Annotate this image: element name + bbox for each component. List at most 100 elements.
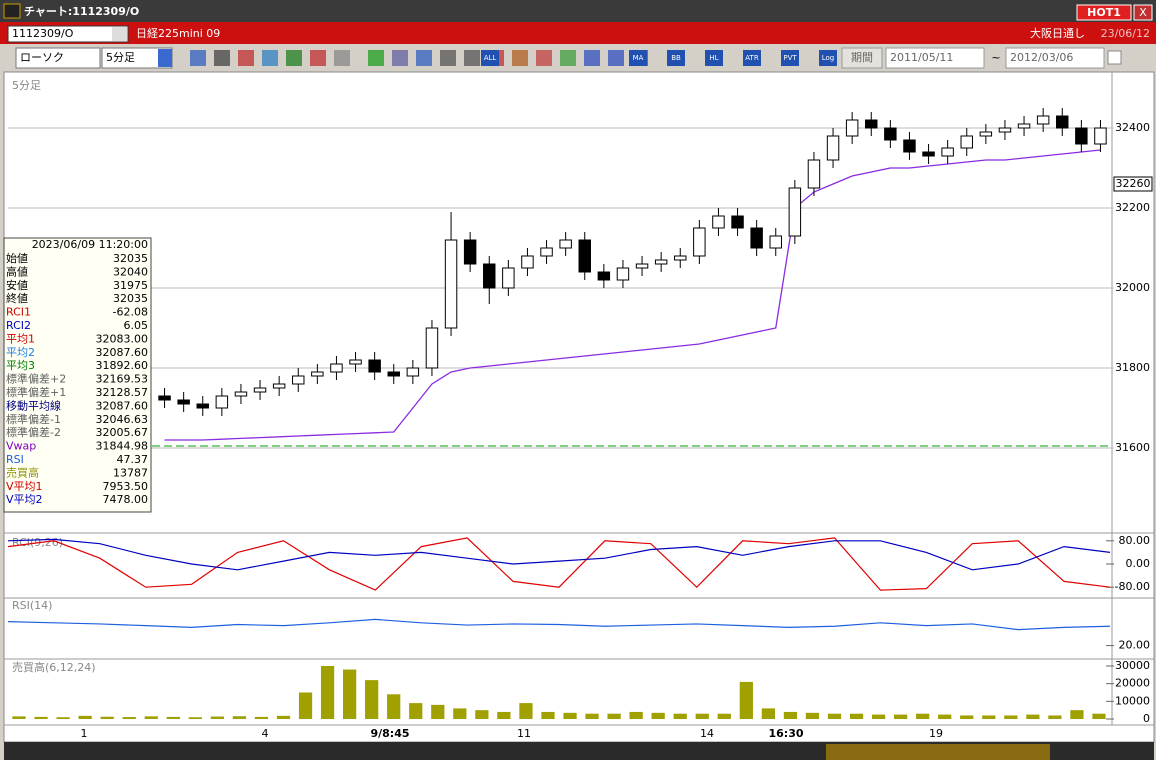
toolbar-icon[interactable] (667, 50, 685, 66)
volume-bar (1070, 710, 1084, 719)
toolbar-icon[interactable] (560, 50, 576, 66)
x-tick-label: 19 (929, 727, 943, 740)
candle-body (674, 255, 687, 261)
candle-body (483, 263, 496, 289)
candle-body (597, 271, 611, 281)
toolbar-icon[interactable] (608, 50, 624, 66)
candle-body (979, 131, 993, 137)
toolbar-icon[interactable] (464, 50, 480, 66)
info-value: 32087.60 (96, 399, 149, 412)
instrument-name: 日経225mini 09 (136, 27, 220, 40)
panel-title: 売買高(6,12,24) (12, 660, 96, 674)
toolbar-icon[interactable] (481, 50, 499, 66)
info-value: 47.37 (117, 453, 149, 466)
toolbar-icon[interactable] (238, 50, 254, 66)
candle-body (406, 367, 420, 377)
toolbar-icon[interactable] (368, 50, 384, 66)
close-button[interactable] (1133, 4, 1153, 21)
date: 23/06/12 (1101, 27, 1150, 40)
candle-body (1017, 123, 1031, 129)
volume-bar (916, 713, 930, 719)
info-label: V平均2 (6, 493, 43, 506)
icon-label: BB (671, 54, 681, 62)
volume-bar (1092, 713, 1106, 719)
dropdown-arrow[interactable] (158, 49, 172, 67)
candle-body (253, 387, 267, 393)
hot-button[interactable] (1076, 4, 1132, 21)
toolbar-icon[interactable] (190, 50, 206, 66)
info-value: 32035 (113, 292, 148, 305)
checkbox[interactable] (1107, 50, 1122, 65)
volume-bar (122, 717, 136, 719)
toolbar-icons: ALL MA BB HL ATR PVT Log (190, 50, 837, 66)
volume-bar (960, 715, 974, 719)
candle-body (578, 239, 591, 273)
volume-bar (849, 713, 864, 719)
toolbar-icon[interactable] (310, 50, 326, 66)
scroll-thumb[interactable] (826, 744, 1050, 760)
candle-body (788, 187, 802, 237)
info-panel: 2023/06/09 11:20:00 始値 32035 高値 32040 安値 3197… (3, 237, 152, 513)
toolbar-icon[interactable] (705, 50, 723, 66)
info-value: 31844.98 (96, 440, 149, 453)
y-tick-label: 20.00 (1119, 639, 1151, 652)
info-label: 標準偏差+1 (6, 385, 66, 399)
info-value: 7953.50 (103, 480, 149, 493)
candle-body (884, 127, 897, 141)
candle-body (272, 383, 286, 389)
toolbar-icon[interactable] (781, 50, 799, 66)
volume-bar (607, 713, 621, 719)
chart-area (3, 71, 1155, 743)
candle-body (311, 371, 324, 377)
hot-label: HOT1 (1087, 6, 1121, 19)
candle-body (960, 135, 973, 149)
x-tick-label: 9/8:45 (370, 727, 409, 740)
toolbar-icon[interactable] (416, 50, 432, 66)
price-marker-label: 32260 (1116, 177, 1151, 190)
candle-body (158, 395, 171, 401)
toolbar-icon[interactable] (819, 50, 837, 66)
toolbar-icon[interactable] (214, 50, 230, 66)
dropdown-arrow[interactable] (112, 27, 127, 41)
price-marker (1113, 176, 1153, 192)
volume-bar (695, 713, 709, 719)
indicator-line (7, 618, 1111, 631)
info-value: 6.05 (124, 319, 149, 332)
volume-bar (431, 704, 445, 719)
info-label: 安値 (6, 278, 28, 292)
candle-body (387, 371, 400, 377)
volume-bar (365, 680, 379, 719)
kind-select[interactable] (15, 47, 101, 69)
toolbar-icon[interactable] (286, 50, 302, 66)
to-date[interactable] (1005, 47, 1105, 69)
toolbar-icon[interactable] (334, 50, 350, 66)
info-label: 平均2 (6, 346, 35, 359)
panel-title: 5分足 (12, 79, 41, 92)
info-label: RCI1 (6, 306, 31, 319)
toolbar-icon[interactable] (512, 50, 528, 66)
toolbar-icon[interactable] (743, 50, 761, 66)
toolbar-icon[interactable] (392, 50, 408, 66)
toolbar-icon[interactable] (440, 50, 456, 66)
volume-bar (100, 716, 114, 719)
toolbar-icon[interactable] (584, 50, 600, 66)
from-date[interactable] (885, 47, 985, 69)
volume-bar (673, 713, 687, 719)
candle-body (521, 255, 534, 269)
candle-body (1036, 115, 1050, 125)
toolbar-icon[interactable] (262, 50, 278, 66)
toolbar-icon[interactable] (536, 50, 552, 66)
period-button[interactable] (841, 47, 883, 69)
volume-bar (541, 711, 555, 719)
info-label: 平均3 (6, 359, 35, 372)
toolbar-icon[interactable] (629, 50, 647, 66)
candle-body (1075, 127, 1088, 145)
icon-label: PVT (783, 54, 797, 62)
candle-body (635, 263, 649, 269)
volume-bar (827, 713, 842, 719)
icon-label: ALL (484, 54, 497, 62)
symbol-box[interactable] (7, 25, 129, 43)
volume-bar (475, 710, 489, 719)
candle-body (292, 375, 305, 385)
range-separator: ~ (991, 51, 1000, 64)
